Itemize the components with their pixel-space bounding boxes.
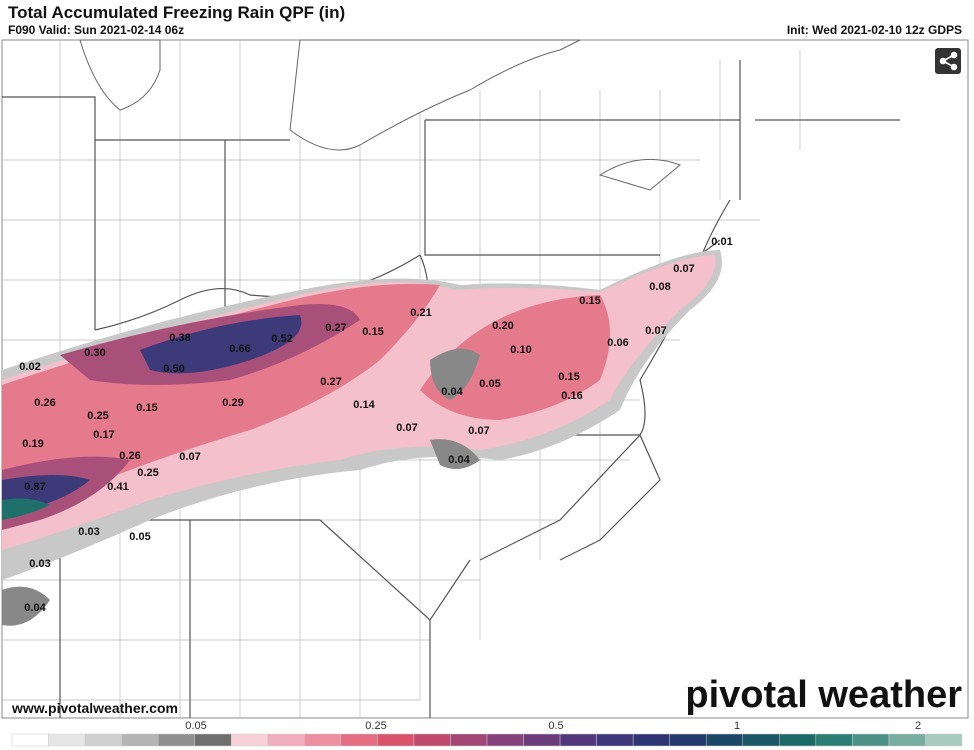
colorbar-swatch <box>596 733 634 747</box>
value-label: 0.07 <box>396 422 417 434</box>
value-label: 0.01 <box>711 236 732 248</box>
value-label: 0.25 <box>87 410 108 422</box>
value-label: 0.19 <box>22 438 43 450</box>
colorbar-swatch <box>705 733 744 747</box>
colorbar-swatch <box>632 733 670 747</box>
colorbar-swatch <box>230 733 269 747</box>
value-labels: 0.010.070.080.150.070.060.200.100.210.27… <box>19 236 732 614</box>
colorbar-swatch <box>888 733 926 747</box>
colorbar-swatch <box>815 733 853 747</box>
init-time: Init: Wed 2021-02-10 12z GDPS <box>786 23 962 37</box>
value-label: 0.26 <box>34 397 55 409</box>
colorbar-tick-label: 0.5 <box>548 720 563 732</box>
colorbar-swatch <box>559 733 597 747</box>
value-label: 0.66 <box>229 343 250 355</box>
colorbar-swatch <box>377 733 415 747</box>
value-label: 0.25 <box>137 467 158 479</box>
colorbar-swatch <box>779 733 817 747</box>
value-label: 0.07 <box>468 425 489 437</box>
value-label: 0.15 <box>136 402 157 414</box>
value-label: 0.15 <box>579 295 600 307</box>
value-label: 0.14 <box>353 399 375 411</box>
value-label: 0.05 <box>129 531 150 543</box>
value-label: 0.04 <box>448 454 470 466</box>
colorbar-swatch <box>852 733 890 747</box>
colorbar-swatch <box>669 733 707 747</box>
value-label: 0.04 <box>441 386 463 398</box>
colorbar-tick-label: 0.25 <box>365 720 386 732</box>
map-title: Total Accumulated Freezing Rain QPF (in) <box>8 3 346 22</box>
colorbar-swatch <box>11 733 49 747</box>
value-label: 0.30 <box>84 347 105 359</box>
value-label: 0.27 <box>325 322 346 334</box>
value-label: 0.04 <box>24 602 46 614</box>
website[interactable]: www.pivotalweather.com <box>11 700 178 716</box>
colorbar-tick-label: 2 <box>915 720 921 732</box>
value-label: 0.20 <box>492 320 513 332</box>
colorbar-tick-label: 0.05 <box>185 720 206 732</box>
value-label: 0.02 <box>19 361 40 373</box>
value-label: 0.29 <box>222 397 243 409</box>
colorbar-swatch <box>84 733 122 747</box>
value-label: 0.41 <box>107 481 128 493</box>
share-button[interactable] <box>935 48 961 74</box>
colorbar-swatch <box>121 733 159 747</box>
value-label: 0.15 <box>362 326 383 338</box>
colorbar-swatch <box>48 733 86 747</box>
lakes <box>79 39 681 191</box>
value-label: 0.52 <box>271 333 292 345</box>
value-label: 0.07 <box>179 451 200 463</box>
value-label: 0.03 <box>78 526 99 538</box>
value-label: 0.06 <box>607 337 628 349</box>
value-label: 0.03 <box>29 558 50 570</box>
colorbar-swatch <box>925 733 963 747</box>
colorbar-swatch <box>340 733 378 747</box>
value-label: 0.17 <box>93 429 114 441</box>
value-label: 0.08 <box>649 281 670 293</box>
colorbar-swatch <box>267 733 305 747</box>
precip-shading <box>2 250 722 626</box>
colorbar-swatch <box>194 733 232 747</box>
value-label: 0.10 <box>510 344 531 356</box>
value-label: 0.07 <box>645 325 666 337</box>
value-label: 0.50 <box>163 363 184 375</box>
colorbar-tick-label: 1 <box>734 720 740 732</box>
logo: pivotal weather <box>685 674 962 716</box>
value-label: 0.38 <box>169 332 190 344</box>
colorbar-swatch <box>450 733 488 747</box>
value-label: 0.87 <box>24 481 45 493</box>
value-label: 0.05 <box>479 378 500 390</box>
colorbar-swatch <box>486 733 524 747</box>
colorbar-swatch <box>413 733 451 747</box>
value-label: 0.26 <box>119 450 140 462</box>
value-label: 0.27 <box>320 376 341 388</box>
colorbar-swatch <box>157 733 195 747</box>
share-icon <box>939 51 958 71</box>
value-label: 0.15 <box>558 371 579 383</box>
value-label: 0.21 <box>410 307 431 319</box>
colorbar: 0.05 0.25 0.5 1 2 <box>11 720 963 747</box>
valid-time: F090 Valid: Sun 2021-02-14 06z <box>8 23 185 37</box>
colorbar-swatch <box>304 733 342 747</box>
colorbar-swatch <box>742 733 780 747</box>
value-label: 0.07 <box>673 263 694 275</box>
colorbar-swatch <box>523 733 561 747</box>
value-label: 0.16 <box>561 390 582 402</box>
